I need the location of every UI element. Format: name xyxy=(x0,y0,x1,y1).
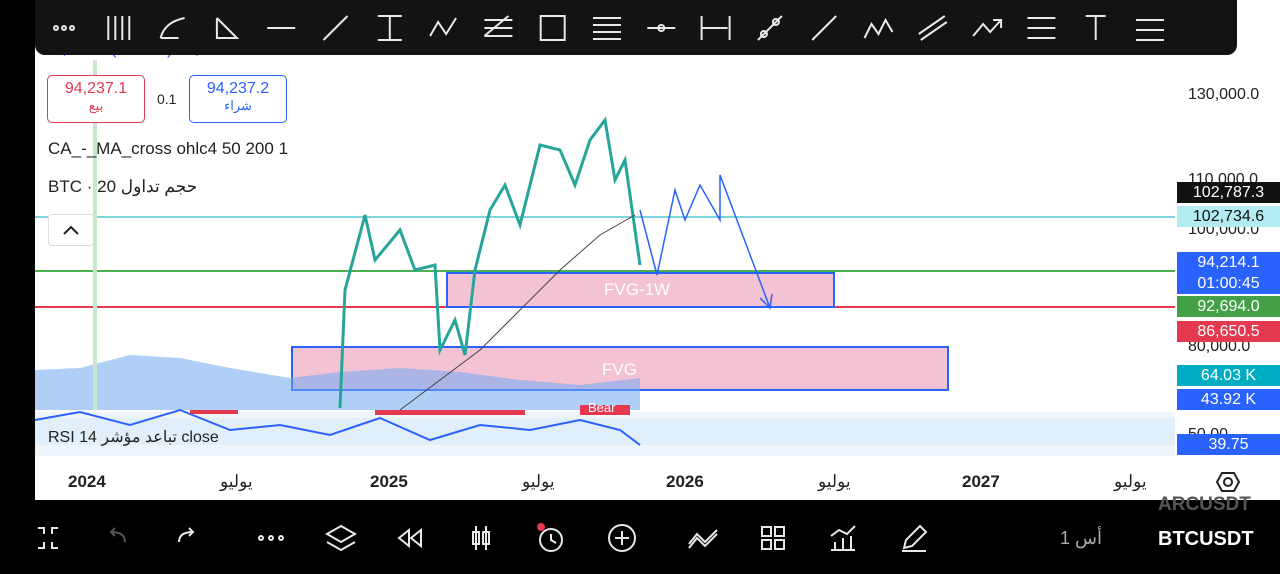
price-label: 94,214.1 xyxy=(1177,252,1280,273)
projection xyxy=(639,174,771,309)
indicator-label: RSI تباعد مؤشر 14 close xyxy=(48,429,219,446)
zone-label: FVG-1W xyxy=(604,280,671,299)
tool-icon[interactable] xyxy=(258,535,284,541)
price-tick: 130,000.0 xyxy=(1188,86,1260,103)
tool-icon[interactable] xyxy=(647,24,676,32)
rsi-band xyxy=(35,418,1175,445)
tool-icon[interactable] xyxy=(109,527,126,543)
moving-average xyxy=(399,214,636,411)
toolbar-icons xyxy=(53,15,1164,41)
rsi-label: 39.75 xyxy=(1177,434,1280,455)
tool-icon[interactable] xyxy=(107,16,131,40)
interval[interactable]: 1 أس xyxy=(1060,528,1102,548)
tool-icon[interactable] xyxy=(761,526,785,550)
tool-icon[interactable] xyxy=(178,527,195,543)
prev-symbol[interactable]: ARCUSDT xyxy=(1158,494,1251,515)
tool-icon[interactable] xyxy=(377,15,402,41)
zone-label: FVG xyxy=(602,360,637,379)
tool-icon[interactable] xyxy=(539,15,566,41)
tool-icon[interactable] xyxy=(757,15,783,41)
tool-icon[interactable] xyxy=(972,19,1003,37)
tool-icon[interactable] xyxy=(483,15,513,37)
price-label: 102,734.6 xyxy=(1177,206,1280,227)
tool-icon[interactable] xyxy=(811,15,837,41)
price-label: 92,694.0 xyxy=(1177,296,1280,317)
arrow-head xyxy=(759,293,773,310)
tool-icon[interactable] xyxy=(863,17,894,39)
buy-price: 94,237.2 xyxy=(206,80,270,97)
bear-label: Bear xyxy=(588,400,616,415)
bear-mark xyxy=(375,410,525,415)
tool-icon[interactable] xyxy=(322,15,349,41)
tool-icon[interactable] xyxy=(53,25,75,31)
chart-svg xyxy=(34,60,1175,456)
tool-icon[interactable] xyxy=(38,527,58,549)
sell-label: بيع xyxy=(88,98,104,113)
bear-mark xyxy=(190,410,238,414)
quantity: 0.1 xyxy=(157,91,177,107)
collapse-button[interactable] xyxy=(48,214,94,246)
symbol[interactable]: BTCUSDT xyxy=(1158,528,1254,550)
alert-dot xyxy=(537,523,545,531)
settings-icon[interactable] xyxy=(1215,470,1241,494)
time-tick: 2026 xyxy=(666,472,704,491)
buy-button[interactable]: 94,237.2 شراء xyxy=(189,75,287,123)
drawing-toolbar xyxy=(35,0,1237,55)
time-tick: 2027 xyxy=(962,472,1000,491)
tool-icon[interactable] xyxy=(1027,17,1056,39)
countdown: 01:00:45 xyxy=(1177,273,1280,294)
tool-icon[interactable] xyxy=(397,527,422,549)
tool-icon[interactable] xyxy=(830,525,856,551)
volume xyxy=(35,355,640,410)
volume-label: 64.03 K xyxy=(1177,365,1280,386)
indicator-label: BTC · حجم تداول 20 xyxy=(48,177,198,196)
tool-icon[interactable] xyxy=(902,524,928,552)
tool-icon[interactable] xyxy=(688,529,718,549)
tool-icon[interactable] xyxy=(215,17,240,39)
tool-icon[interactable] xyxy=(429,17,457,37)
tool-icon[interactable] xyxy=(1136,19,1164,41)
fvg-1w-zone xyxy=(446,272,835,308)
time-tick: يوليو xyxy=(522,472,555,491)
price-candles xyxy=(338,116,642,409)
rsi-line xyxy=(34,408,641,446)
time-tick: 2025 xyxy=(370,472,408,491)
tool-icon[interactable] xyxy=(324,524,358,552)
tool-icon[interactable] xyxy=(1085,15,1106,40)
tool-icon[interactable] xyxy=(593,17,621,40)
time-tick: 2024 xyxy=(68,472,106,491)
time-tick: يوليو xyxy=(220,472,253,491)
price-label: 86,650.5 xyxy=(1177,321,1280,342)
tool-icon[interactable] xyxy=(608,524,636,552)
sell-button[interactable]: 94,237.1 بيع xyxy=(47,75,145,123)
price-tick: 80,000.0 xyxy=(1188,338,1251,355)
chevron-icon xyxy=(63,225,79,235)
tool-icon[interactable] xyxy=(472,526,490,550)
volume-label: 43.92 K xyxy=(1177,389,1280,410)
tool-icon[interactable] xyxy=(700,16,731,40)
tool-icon[interactable] xyxy=(159,17,185,39)
buy-label: شراء xyxy=(224,98,252,113)
price-label: 102,787.3 xyxy=(1177,182,1280,203)
tool-icon[interactable] xyxy=(918,15,948,41)
tool-icon[interactable] xyxy=(539,528,563,552)
time-tick: يوليو xyxy=(1114,472,1147,491)
bear-mark xyxy=(580,405,630,415)
sell-price: 94,237.1 xyxy=(64,80,128,97)
time-tick: يوليو xyxy=(818,472,851,491)
bottom-toolbar xyxy=(38,523,928,552)
indicator-label: CA_-_MA_cross ohlc4 50 200 1 xyxy=(48,139,289,158)
